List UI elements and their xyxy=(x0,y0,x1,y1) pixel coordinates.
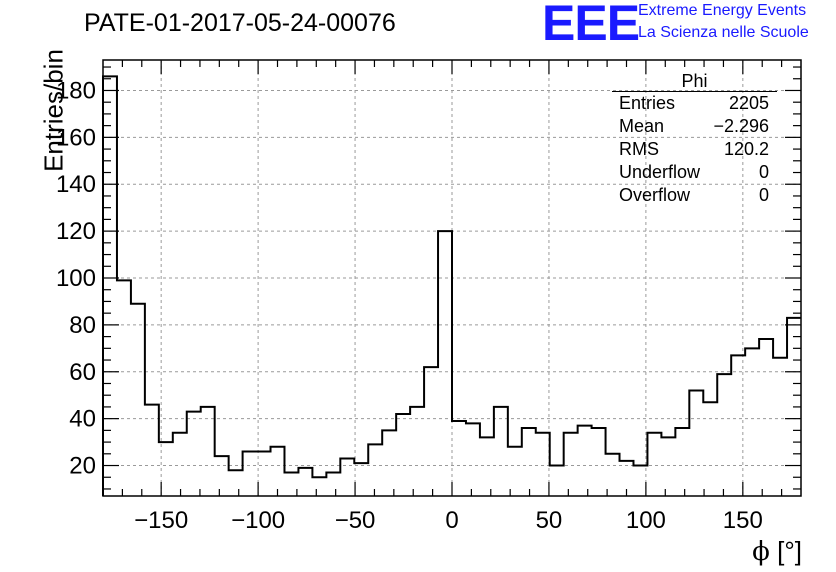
y-tick-label: 120 xyxy=(56,218,96,245)
stats-divider xyxy=(612,91,777,92)
histogram-bin xyxy=(661,437,675,496)
histogram-bin xyxy=(703,402,717,496)
x-tick-label: −100 xyxy=(231,507,285,534)
x-axis-symbol: ϕ xyxy=(752,537,770,567)
histogram-bin xyxy=(326,473,340,496)
stats-label: RMS xyxy=(619,139,659,159)
y-tick-label: 40 xyxy=(69,406,96,433)
x-tick-label: −150 xyxy=(134,507,188,534)
histogram-bin xyxy=(759,339,773,496)
histogram-bin xyxy=(368,444,382,496)
y-tick-label: 180 xyxy=(56,77,96,104)
histogram-bin xyxy=(633,466,647,496)
stats-label: Underflow xyxy=(619,162,701,182)
stats-row-entries: Entries 2205 xyxy=(619,93,769,114)
x-tick-label: −50 xyxy=(335,507,376,534)
histogram-bin xyxy=(508,447,522,496)
histogram-bin xyxy=(787,318,801,496)
y-tick-label: 60 xyxy=(69,359,96,386)
histogram-bin xyxy=(396,414,410,496)
stats-label: Overflow xyxy=(619,185,691,205)
x-axis-label: ϕ [°] xyxy=(752,536,802,567)
y-tick-label: 160 xyxy=(56,124,96,151)
histogram-bin xyxy=(522,428,536,496)
histogram-bin xyxy=(773,358,787,496)
histogram-bin xyxy=(103,76,117,496)
histogram-bin xyxy=(452,421,466,496)
histogram-bin xyxy=(117,280,131,496)
histogram-bin xyxy=(312,477,326,496)
histogram-bin xyxy=(689,391,703,496)
stats-value: 0 xyxy=(758,185,769,205)
histogram-bin xyxy=(592,428,606,496)
y-tick-label: 80 xyxy=(69,312,96,339)
histogram-bin xyxy=(717,374,731,496)
histogram-bin xyxy=(564,433,578,496)
histogram-bin xyxy=(298,468,312,496)
histogram-bin xyxy=(382,430,396,496)
histogram-bin xyxy=(187,412,201,496)
y-tick-label: 140 xyxy=(56,171,96,198)
org-name-line2: La Scienza nelle Scuole xyxy=(638,24,809,41)
histogram-bin xyxy=(606,454,620,496)
histogram-bin xyxy=(284,473,298,496)
histogram-bin xyxy=(145,405,159,496)
histogram-bin xyxy=(731,355,745,496)
histogram-bin xyxy=(536,433,550,496)
histogram-bin xyxy=(340,458,354,496)
y-tick-label: 20 xyxy=(69,453,96,480)
histogram-bin xyxy=(201,407,215,496)
histogram-bin xyxy=(745,348,759,496)
stats-row-mean: Mean −2.296 xyxy=(619,116,769,137)
x-axis-unit: [°] xyxy=(777,536,802,566)
stats-value: −2.296 xyxy=(713,116,769,136)
stats-row-overflow: Overflow 0 xyxy=(619,185,769,206)
stats-label: Mean xyxy=(619,116,665,136)
stats-value: 0 xyxy=(758,162,769,182)
tick-labels: −150 −100 −50 0 50 100 150 20 40 60 80 100 120 140 160… xyxy=(56,77,763,534)
histogram-bin xyxy=(215,456,229,496)
stats-value: 120.2 xyxy=(723,139,769,159)
histogram-bin xyxy=(494,407,508,496)
histogram-bin xyxy=(424,367,438,496)
org-name-line1: Extreme Energy Events xyxy=(638,2,807,19)
histogram-bin xyxy=(647,433,661,496)
histogram-bin xyxy=(578,426,592,496)
histogram-bin xyxy=(438,231,452,496)
x-tick-label: 150 xyxy=(723,507,763,534)
stats-label: Entries xyxy=(619,93,676,113)
eee-logo: EEE xyxy=(542,0,640,51)
histogram-bin xyxy=(159,442,173,496)
stats-row-underflow: Underflow 0 xyxy=(619,162,769,183)
stats-value: 2205 xyxy=(728,93,769,113)
x-tick-label: 0 xyxy=(445,507,458,534)
histogram-bin xyxy=(229,470,243,496)
histogram-bin xyxy=(131,304,145,496)
axis-ticks xyxy=(103,60,801,496)
histogram-bin xyxy=(257,451,271,496)
y-tick-label: 100 xyxy=(56,265,96,292)
x-tick-label: 50 xyxy=(536,507,563,534)
histogram-bin xyxy=(271,447,285,496)
histogram-bin xyxy=(354,463,368,496)
x-tick-label: 100 xyxy=(626,507,666,534)
histogram-bin xyxy=(480,437,494,496)
histogram-bin xyxy=(675,428,689,496)
chart-title: PATE-01-2017-05-24-00076 xyxy=(84,9,396,37)
stats-title: Phi xyxy=(681,71,708,91)
histogram-bin xyxy=(410,407,424,496)
histogram-bin xyxy=(466,423,480,496)
histogram-bin xyxy=(620,461,634,496)
histogram-bin xyxy=(550,466,564,496)
y-axis-label: Entries/bin xyxy=(38,49,69,172)
histogram-bin xyxy=(243,451,257,496)
histogram-bin xyxy=(173,433,187,496)
stats-row-rms: RMS 120.2 xyxy=(619,139,769,160)
histogram-step-line xyxy=(102,75,801,496)
